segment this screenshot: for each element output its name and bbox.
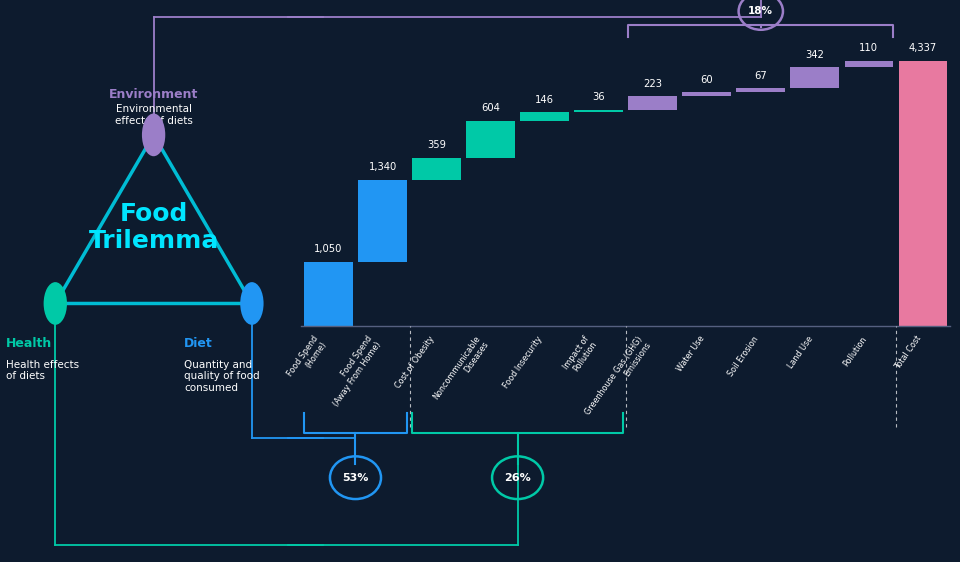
Text: Quantity and
quality of food
consumed: Quantity and quality of food consumed bbox=[184, 360, 260, 393]
Bar bbox=[467, 121, 515, 158]
Bar bbox=[358, 180, 407, 262]
Text: Impact of
Pollution: Impact of Pollution bbox=[562, 334, 599, 377]
Text: Soil Erosion: Soil Erosion bbox=[727, 334, 760, 378]
Text: 36: 36 bbox=[592, 92, 605, 102]
Bar bbox=[304, 262, 352, 326]
Bar bbox=[520, 112, 569, 121]
Text: Environmental
effects of diets: Environmental effects of diets bbox=[114, 104, 193, 125]
Bar bbox=[629, 96, 677, 110]
Bar bbox=[683, 92, 732, 96]
Text: 223: 223 bbox=[643, 79, 662, 89]
Bar bbox=[412, 158, 461, 180]
Text: Pollution: Pollution bbox=[842, 334, 869, 368]
Text: Food
Trilemma: Food Trilemma bbox=[88, 202, 219, 253]
Text: 4,337: 4,337 bbox=[909, 43, 937, 53]
Text: 26%: 26% bbox=[504, 473, 531, 483]
Text: 60: 60 bbox=[701, 75, 713, 85]
Text: Land Use: Land Use bbox=[786, 334, 815, 370]
Text: Food Spend
(Away From Home): Food Spend (Away From Home) bbox=[324, 334, 382, 408]
Text: 604: 604 bbox=[481, 103, 500, 114]
Circle shape bbox=[43, 282, 67, 325]
Bar bbox=[790, 67, 839, 88]
Bar bbox=[574, 110, 623, 112]
Text: 342: 342 bbox=[805, 50, 825, 60]
Text: 67: 67 bbox=[755, 71, 767, 81]
Bar bbox=[845, 61, 893, 67]
Text: Diet: Diet bbox=[184, 337, 213, 350]
Text: Health effects
of diets: Health effects of diets bbox=[6, 360, 80, 381]
Text: Water Use: Water Use bbox=[676, 334, 707, 374]
Text: 18%: 18% bbox=[748, 6, 774, 16]
Text: Cost of Obesity: Cost of Obesity bbox=[394, 334, 437, 390]
Text: 359: 359 bbox=[427, 140, 446, 151]
Text: Health: Health bbox=[6, 337, 53, 350]
Circle shape bbox=[142, 114, 165, 156]
Text: 146: 146 bbox=[535, 94, 554, 105]
Text: 53%: 53% bbox=[343, 473, 369, 483]
Circle shape bbox=[240, 282, 264, 325]
Bar bbox=[736, 88, 785, 92]
Text: Food Spend
(Home): Food Spend (Home) bbox=[286, 334, 328, 384]
Bar bbox=[899, 61, 948, 326]
Text: Environment: Environment bbox=[108, 88, 199, 101]
Text: Greenhouse Gas (GHG)
Emissions: Greenhouse Gas (GHG) Emissions bbox=[584, 334, 653, 422]
Text: 1,340: 1,340 bbox=[369, 162, 396, 173]
Text: 110: 110 bbox=[859, 43, 878, 53]
Text: 1,050: 1,050 bbox=[314, 244, 343, 255]
Text: Noncommunicable
Diseases: Noncommunicable Diseases bbox=[432, 334, 491, 407]
Text: Food Insecurity: Food Insecurity bbox=[502, 334, 544, 389]
Text: Total Cost: Total Cost bbox=[893, 334, 923, 371]
